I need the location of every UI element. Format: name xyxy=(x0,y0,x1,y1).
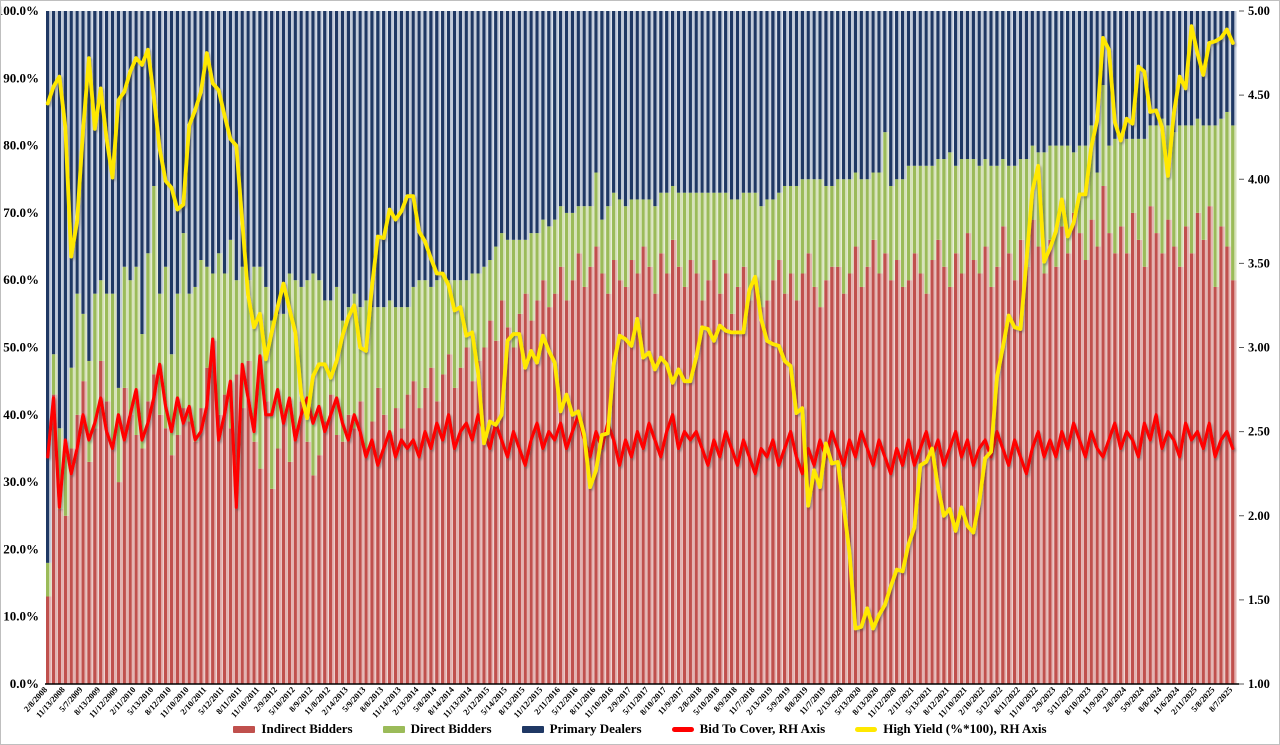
legend-item-bid-to-cover-rh-axis: Bid To Cover, RH Axis xyxy=(671,721,826,737)
svg-text:30.0%: 30.0% xyxy=(3,474,39,489)
svg-text:20.0%: 20.0% xyxy=(3,541,39,556)
legend-swatch xyxy=(521,725,544,733)
chart-legend: Indirect Bidders Direct Bidders Primary De… xyxy=(1,717,1279,741)
legend-item-direct-bidders: Direct Bidders xyxy=(382,721,492,737)
legend-label: Bid To Cover, RH Axis xyxy=(699,721,826,736)
svg-text:50.0%: 50.0% xyxy=(3,340,39,355)
legend-swatch xyxy=(855,726,878,732)
legend-label: Indirect Bidders xyxy=(261,721,353,736)
svg-text:3.00: 3.00 xyxy=(1248,341,1270,355)
legend-label: Primary Dealers xyxy=(549,721,642,736)
svg-text:2.50: 2.50 xyxy=(1248,425,1270,439)
x-axis-labels: 2/8/200811/13/20085/7/20098/13/200911/12… xyxy=(22,684,1235,720)
legend-swatch xyxy=(382,725,405,733)
svg-text:60.0%: 60.0% xyxy=(3,272,39,287)
svg-text:10.0%: 10.0% xyxy=(3,609,39,624)
svg-text:1.00: 1.00 xyxy=(1248,677,1270,691)
svg-text:100.0%: 100.0% xyxy=(1,3,39,18)
svg-text:40.0%: 40.0% xyxy=(3,407,39,422)
svg-text:70.0%: 70.0% xyxy=(3,205,39,220)
legend-label: High Yield (%*100), RH Axis xyxy=(883,721,1047,736)
right-axis-labels: 1.00 1.50 2.00 2.50 3.00 3.50 4.00 4.50 5.00 xyxy=(1239,4,1270,691)
bid-to-cover-line xyxy=(46,337,1235,509)
svg-text:3.50: 3.50 xyxy=(1248,256,1270,270)
high-yield-line xyxy=(45,24,1235,631)
legend-swatch xyxy=(671,726,694,732)
svg-text:4.50: 4.50 xyxy=(1248,88,1270,102)
svg-text:1.50: 1.50 xyxy=(1248,593,1270,607)
legend-swatch xyxy=(233,725,256,733)
svg-text:0.0%: 0.0% xyxy=(10,676,39,691)
svg-text:5.00: 5.00 xyxy=(1248,4,1270,18)
svg-text:4.00: 4.00 xyxy=(1248,172,1270,186)
legend-label: Direct Bidders xyxy=(410,721,492,736)
left-axis-labels: 0.0% 10.0% 20.0% 30.0% 40.0% 50.0% 60.0% 70.0% 8… xyxy=(1,3,39,691)
svg-text:90.0%: 90.0% xyxy=(3,70,39,85)
legend-item-primary-dealers: Primary Dealers xyxy=(521,721,642,737)
legend-item-high-yield-100-rh-axis: High Yield (%*100), RH Axis xyxy=(855,721,1047,737)
legend-item-indirect-bidders: Indirect Bidders xyxy=(233,721,353,737)
bars-layer xyxy=(46,11,1237,685)
svg-text:80.0%: 80.0% xyxy=(3,138,39,153)
svg-text:2.00: 2.00 xyxy=(1248,509,1270,523)
